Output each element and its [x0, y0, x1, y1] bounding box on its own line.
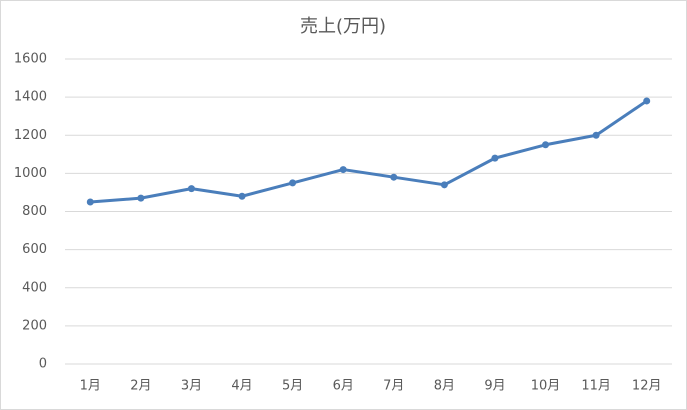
y-tick-label: 200 — [22, 318, 47, 333]
line — [90, 99, 648, 204]
marker — [390, 173, 398, 181]
x-tick-label: 8月 — [434, 379, 455, 394]
marker — [491, 154, 499, 162]
marker — [137, 194, 145, 202]
y-tick-label: 1400 — [14, 90, 47, 105]
x-tick-label: 6月 — [333, 379, 354, 394]
y-tick-label: 1000 — [14, 166, 47, 181]
x-tick-label: 3月 — [181, 379, 202, 394]
y-tick-label: 800 — [22, 204, 47, 219]
marker — [187, 185, 195, 193]
x-tick-label: 4月 — [231, 379, 252, 394]
marker — [440, 181, 448, 189]
y-tick-label: 1200 — [14, 128, 47, 143]
y-tick-label: 1600 — [14, 52, 47, 67]
x-tick-label: 2月 — [130, 379, 151, 394]
y-tick-label: 0 — [39, 357, 47, 372]
x-tick-label: 9月 — [484, 379, 505, 394]
marker — [238, 192, 246, 200]
y-tick-label: 600 — [22, 242, 47, 257]
marker — [339, 166, 347, 174]
marker — [86, 198, 94, 206]
marker — [289, 179, 297, 187]
x-tick-label: 1月 — [80, 379, 101, 394]
chart-title: 売上(万円) — [300, 16, 386, 37]
x-tick-label: 12月 — [632, 379, 662, 394]
x-tick-label: 7月 — [383, 379, 404, 394]
marker — [592, 131, 600, 139]
y-tick-label: 400 — [22, 280, 47, 295]
marker — [643, 97, 651, 105]
x-tick-label: 10月 — [531, 379, 561, 394]
x-tick-label: 11月 — [581, 379, 611, 394]
x-tick-label: 5月 — [282, 379, 303, 394]
marker — [542, 141, 550, 149]
